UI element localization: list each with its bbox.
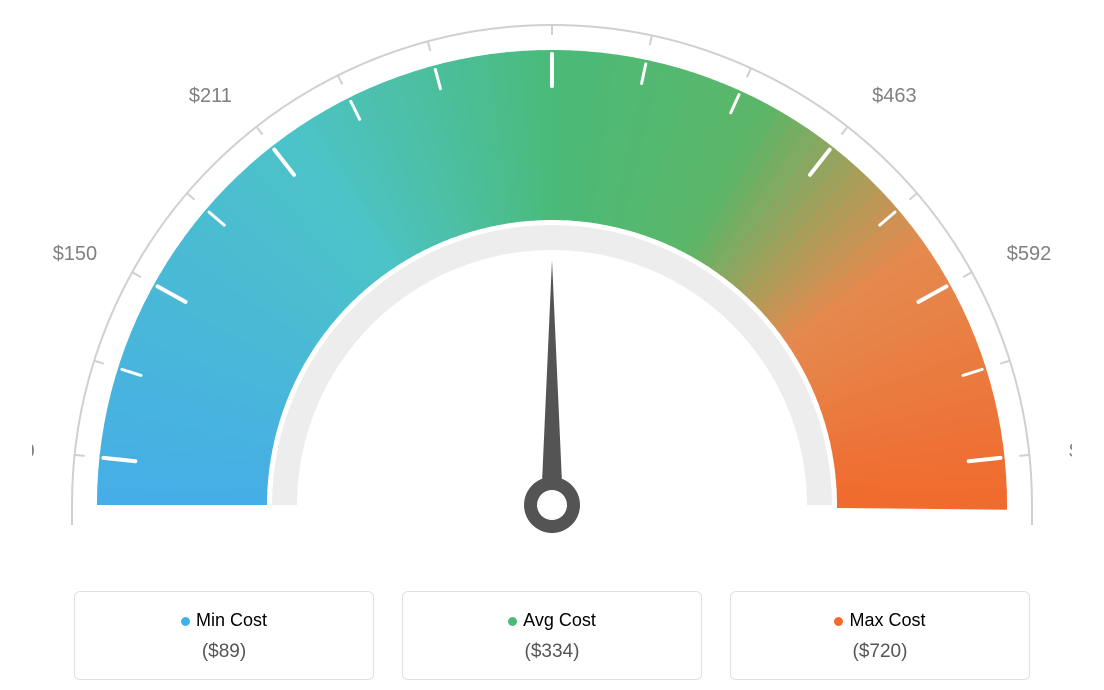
avg-cost-card: Avg Cost ($334): [402, 591, 702, 680]
max-cost-card: Max Cost ($720): [730, 591, 1030, 680]
min-cost-value: ($89): [75, 641, 373, 663]
svg-text:$463: $463: [872, 85, 917, 107]
svg-text:$720: $720: [1069, 441, 1072, 463]
svg-text:$592: $592: [1007, 243, 1052, 265]
max-cost-label: Max Cost: [731, 610, 1029, 631]
avg-cost-value: ($334): [403, 641, 701, 663]
gauge-svg: $89$150$211$334$463$592$720: [32, 20, 1072, 560]
cost-gauge: $89$150$211$334$463$592$720: [0, 0, 1104, 560]
max-cost-label-text: Max Cost: [849, 610, 925, 630]
max-dot-icon: [834, 617, 843, 626]
max-cost-value: ($720): [731, 641, 1029, 663]
avg-cost-label-text: Avg Cost: [523, 610, 596, 630]
min-cost-label: Min Cost: [75, 610, 373, 631]
avg-dot-icon: [508, 617, 517, 626]
svg-text:$89: $89: [32, 441, 35, 463]
svg-text:$150: $150: [53, 243, 98, 265]
min-cost-label-text: Min Cost: [196, 610, 267, 630]
avg-cost-label: Avg Cost: [403, 610, 701, 631]
legend: Min Cost ($89) Avg Cost ($334) Max Cost …: [0, 591, 1104, 680]
min-dot-icon: [181, 617, 190, 626]
svg-text:$211: $211: [189, 85, 232, 107]
min-cost-card: Min Cost ($89): [74, 591, 374, 680]
